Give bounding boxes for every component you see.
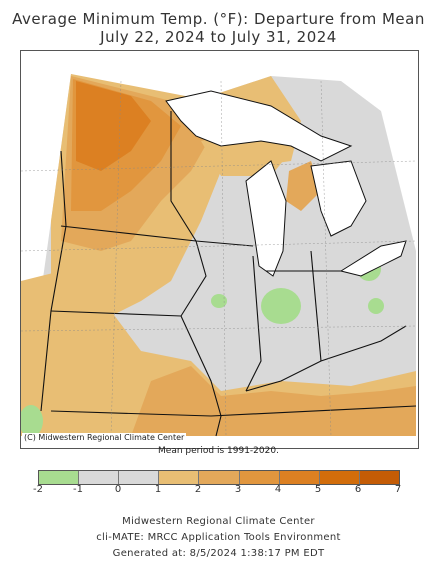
legend-bin bbox=[279, 471, 320, 484]
footer-org: Midwestern Regional Climate Center bbox=[122, 516, 315, 527]
anomaly-warm-4-northern-mn bbox=[76, 81, 151, 171]
anomaly-warm-1-southern bbox=[21, 271, 416, 436]
legend-bin bbox=[159, 471, 200, 484]
legend-bin bbox=[199, 471, 240, 484]
legend-tick-label: 7 bbox=[394, 484, 402, 495]
il-in-border bbox=[245, 255, 262, 392]
mean-period-note: Mean period is 1991-2020. bbox=[158, 446, 279, 456]
legend-bin bbox=[359, 471, 399, 484]
wi-il-border bbox=[195, 240, 254, 247]
lake-michigan bbox=[245, 160, 287, 277]
legend-bin bbox=[239, 471, 280, 484]
ia-mo-border bbox=[50, 310, 182, 317]
legend-tick-label: 3 bbox=[234, 484, 242, 495]
legend-bin bbox=[79, 471, 120, 484]
legend-tick-label: 5 bbox=[314, 484, 322, 495]
legend-ticks: -2 -1 0 1 2 3 4 5 6 7 bbox=[33, 484, 402, 498]
mississippi-river bbox=[180, 315, 222, 437]
ky-tn-border bbox=[210, 405, 417, 417]
legend-bin bbox=[39, 471, 80, 484]
legend-tick-label: 4 bbox=[274, 484, 282, 495]
color-legend bbox=[38, 470, 400, 485]
ia-il-border bbox=[180, 240, 207, 317]
ohio-river bbox=[245, 325, 407, 392]
state-boundaries bbox=[40, 111, 417, 437]
lake-erie bbox=[339, 240, 407, 277]
western-border bbox=[40, 150, 67, 412]
footer-tool: cli-MATE: MRCC Application Tools Environ… bbox=[96, 532, 341, 543]
legend-tick-label: -2 bbox=[33, 484, 43, 495]
legend-tick-label: 6 bbox=[354, 484, 362, 495]
lake-superior bbox=[165, 90, 353, 162]
anomaly-cool-ohio-east bbox=[368, 298, 384, 314]
anomaly-warm-2-south bbox=[131, 366, 416, 436]
temperature-departure-map bbox=[20, 50, 419, 449]
mn-wi-border bbox=[170, 111, 197, 242]
legend-bin bbox=[319, 471, 360, 484]
county-grid bbox=[21, 80, 417, 437]
map-subtitle-dates: July 22, 2024 to July 31, 2024 bbox=[100, 28, 337, 46]
footer-generated: Generated at: 8/5/2024 1:38:17 PM EDT bbox=[112, 548, 325, 559]
map-credit: (C) Midwestern Regional Climate Center bbox=[22, 433, 187, 442]
legend-tick-label: -1 bbox=[73, 484, 83, 495]
anomaly-cool-illinois bbox=[211, 294, 227, 308]
anomaly-cool-southwest bbox=[21, 405, 43, 437]
map-title: Average Minimum Temp. (°F): Departure fr… bbox=[12, 10, 425, 28]
legend-tick-label: 2 bbox=[194, 484, 202, 495]
legend-tick-label: 0 bbox=[114, 484, 122, 495]
legend-tick-label: 1 bbox=[154, 484, 162, 495]
in-oh-border bbox=[310, 250, 322, 362]
mo-ar-border bbox=[50, 410, 212, 417]
anomaly-cool-indiana bbox=[261, 288, 301, 324]
mn-ia-border bbox=[60, 225, 197, 242]
legend-bin bbox=[119, 471, 160, 484]
